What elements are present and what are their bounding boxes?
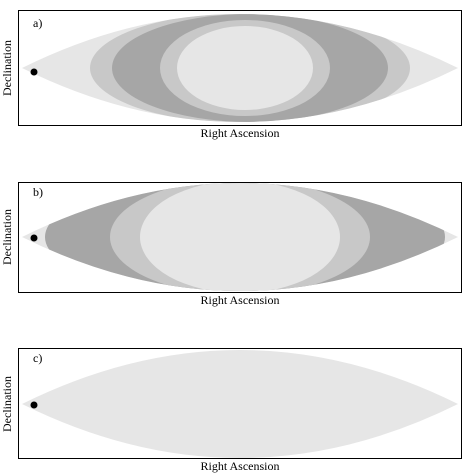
source-dot bbox=[30, 234, 38, 242]
x-axis-label: Right Ascension bbox=[200, 293, 279, 307]
panel-c: c) Right Ascension Declination bbox=[0, 348, 462, 473]
panel-b: b) Right Ascension Declination bbox=[0, 182, 462, 307]
x-axis-label: Right Ascension bbox=[200, 459, 279, 473]
panel-label: c) bbox=[33, 351, 42, 365]
panel-a: a) Right Ascension Declination bbox=[0, 10, 462, 140]
y-axis-label: Declination bbox=[0, 376, 14, 432]
sky-region bbox=[22, 350, 458, 458]
x-axis-label: Right Ascension bbox=[200, 126, 279, 140]
panel-label: b) bbox=[33, 185, 43, 199]
panel-frame bbox=[18, 10, 462, 126]
panel-label: a) bbox=[33, 16, 42, 30]
panel-frame bbox=[18, 182, 462, 293]
y-axis-label: Declination bbox=[0, 209, 14, 265]
source-dot bbox=[30, 68, 38, 76]
region-light bbox=[140, 183, 340, 291]
region-light bbox=[177, 26, 313, 110]
y-axis-label: Declination bbox=[0, 40, 14, 96]
panel-frame bbox=[18, 348, 462, 459]
source-dot bbox=[30, 401, 38, 409]
